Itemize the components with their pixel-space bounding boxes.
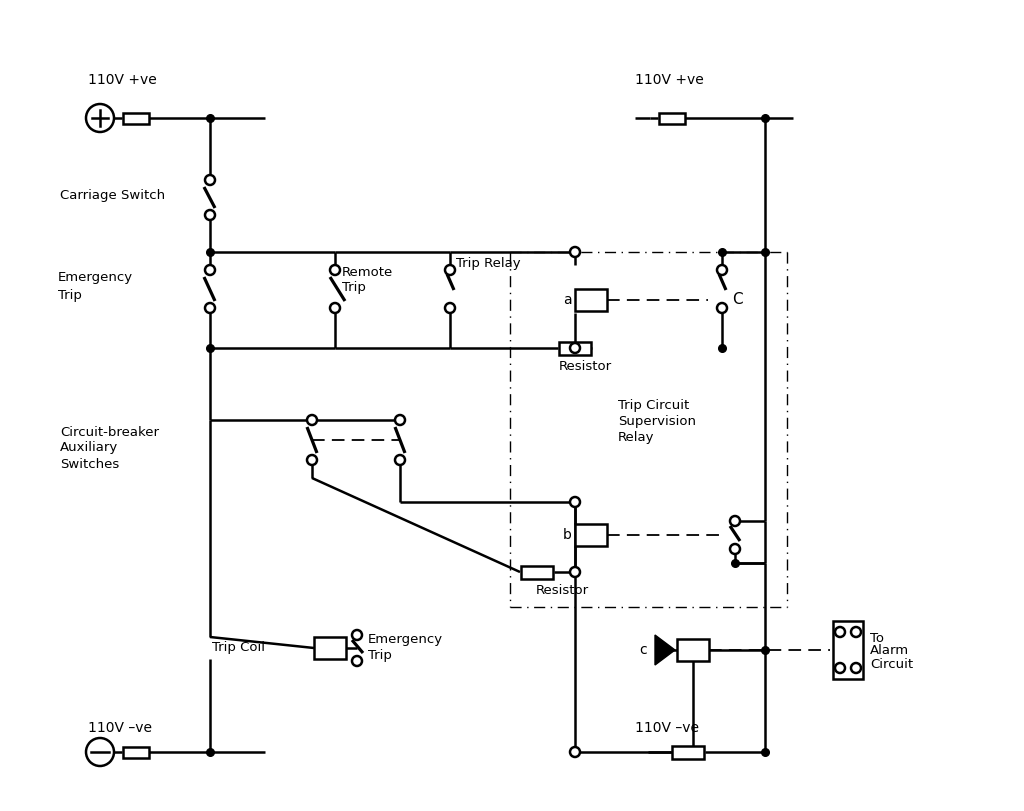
Circle shape <box>307 455 317 465</box>
Polygon shape <box>655 635 675 665</box>
Text: To: To <box>870 632 884 645</box>
Text: Trip Circuit: Trip Circuit <box>618 398 689 411</box>
Bar <box>575 524 607 546</box>
Text: Resistor: Resistor <box>536 583 589 597</box>
Bar <box>677 639 709 661</box>
Text: Trip: Trip <box>342 281 366 294</box>
Text: Relay: Relay <box>618 431 654 444</box>
Text: 110V +ve: 110V +ve <box>635 73 703 87</box>
Circle shape <box>851 627 861 637</box>
Circle shape <box>570 343 580 353</box>
Bar <box>123 746 150 757</box>
Circle shape <box>205 303 215 313</box>
Text: c: c <box>639 643 647 657</box>
Text: Carriage Switch: Carriage Switch <box>60 188 165 201</box>
Circle shape <box>445 265 455 275</box>
Circle shape <box>352 656 362 666</box>
Text: Resistor: Resistor <box>559 359 612 372</box>
Text: Remote: Remote <box>342 265 393 278</box>
Circle shape <box>570 567 580 577</box>
Text: Trip: Trip <box>58 289 82 302</box>
Bar <box>575 289 607 311</box>
Text: Emergency: Emergency <box>58 272 133 285</box>
Text: 110V +ve: 110V +ve <box>88 73 157 87</box>
Circle shape <box>570 497 580 507</box>
Text: Trip Coil: Trip Coil <box>212 642 265 654</box>
Text: b: b <box>563 528 572 542</box>
Circle shape <box>570 747 580 757</box>
Bar <box>559 341 591 354</box>
Circle shape <box>717 303 727 313</box>
Circle shape <box>205 175 215 185</box>
Circle shape <box>445 303 455 313</box>
Circle shape <box>835 627 845 637</box>
Circle shape <box>205 265 215 275</box>
Circle shape <box>307 415 317 425</box>
Circle shape <box>395 415 406 425</box>
Bar <box>521 565 553 578</box>
Circle shape <box>851 663 861 673</box>
Text: Emergency: Emergency <box>368 633 443 646</box>
Text: Alarm: Alarm <box>870 645 909 658</box>
Bar <box>833 621 863 679</box>
Bar <box>672 745 705 758</box>
Circle shape <box>330 303 340 313</box>
Text: Trip Relay: Trip Relay <box>456 258 520 271</box>
Text: Circuit-breaker: Circuit-breaker <box>60 426 159 439</box>
Text: Switches: Switches <box>60 457 119 470</box>
Text: C: C <box>732 293 742 307</box>
Bar <box>123 113 150 123</box>
Circle shape <box>730 544 740 554</box>
Bar <box>314 637 346 659</box>
Text: Circuit: Circuit <box>870 658 913 671</box>
Circle shape <box>205 210 215 220</box>
Circle shape <box>330 265 340 275</box>
Text: 110V –ve: 110V –ve <box>635 721 699 735</box>
Bar <box>659 113 685 123</box>
Text: 110V –ve: 110V –ve <box>88 721 152 735</box>
Text: a: a <box>563 293 572 307</box>
Text: Auxiliary: Auxiliary <box>60 441 118 454</box>
Circle shape <box>730 516 740 526</box>
Circle shape <box>395 455 406 465</box>
Circle shape <box>717 265 727 275</box>
Circle shape <box>835 663 845 673</box>
Text: Trip: Trip <box>368 650 392 663</box>
Text: Supervision: Supervision <box>618 414 696 427</box>
Circle shape <box>570 247 580 257</box>
Circle shape <box>352 630 362 640</box>
